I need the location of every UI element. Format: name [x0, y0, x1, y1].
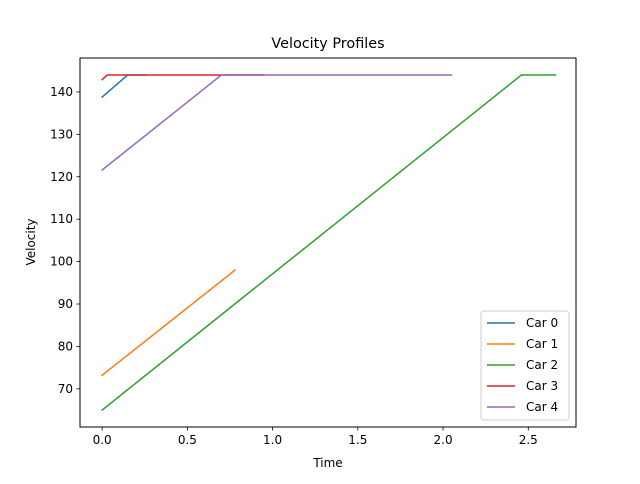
chart-title: Velocity Profiles: [271, 36, 384, 52]
x-tick-label: 1.0: [263, 433, 282, 447]
y-tick-label: 70: [58, 382, 73, 396]
series-line-car-0: [101, 74, 146, 99]
legend-label-car-0: Car 0: [526, 316, 558, 330]
y-tick-label: 80: [58, 339, 73, 353]
x-tick-label: 2.0: [434, 433, 453, 447]
y-axis-ticks: 70 80 90 100 110 120 130 140: [50, 85, 80, 396]
legend-label-car-1: Car 1: [526, 337, 558, 351]
x-tick-label: 1.5: [348, 433, 367, 447]
legend-box: [480, 310, 570, 421]
y-tick-label: 100: [50, 255, 73, 269]
legend: Car 0 Car 1 Car 2 Car 3 Car 4: [480, 310, 570, 421]
series-line-car-3: [101, 74, 265, 81]
legend-label-car-3: Car 3: [526, 379, 558, 393]
y-tick-label: 120: [50, 170, 73, 184]
series-line-car-1: [101, 269, 237, 377]
x-tick-label: 0.0: [93, 433, 112, 447]
x-axis-ticks: 0.0 0.5 1.0 1.5 2.0 2.5: [93, 427, 538, 447]
legend-items: Car 0 Car 1 Car 2 Car 3 Car 4: [487, 316, 558, 414]
y-tick-label: 110: [50, 212, 73, 226]
y-tick-label: 90: [58, 297, 73, 311]
plot-area-frame: [79, 57, 577, 428]
x-tick-label: 2.5: [519, 433, 538, 447]
y-tick-label: 130: [50, 127, 73, 141]
series-lines: [101, 74, 557, 412]
legend-label-car-4: Car 4: [526, 400, 558, 414]
y-axis-label: Velocity: [24, 218, 38, 265]
series-line-car-4: [101, 74, 453, 172]
series-line-car-2: [101, 74, 557, 412]
x-axis-label: Time: [312, 456, 342, 470]
x-tick-label: 0.5: [178, 433, 197, 447]
y-tick-label: 140: [50, 85, 73, 99]
legend-label-car-2: Car 2: [526, 358, 558, 372]
